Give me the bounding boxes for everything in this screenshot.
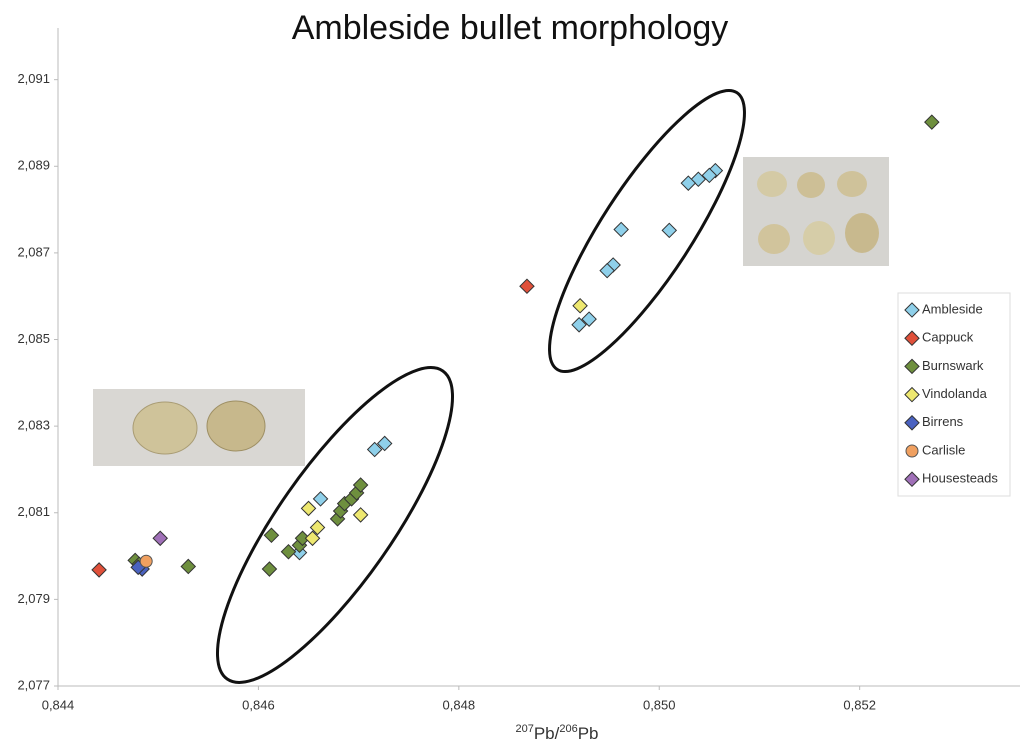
point <box>680 175 697 191</box>
legend-label: Birrens <box>922 414 964 429</box>
cluster-outline <box>215 366 455 684</box>
y-tick-label: 2,087 <box>17 244 50 259</box>
legend-label: Ambleside <box>922 301 983 316</box>
y-tick-label: 2,085 <box>17 331 50 346</box>
legend-marker <box>904 330 920 346</box>
legend-label: Burnswark <box>922 358 984 373</box>
y-tick-label: 2,083 <box>17 418 50 433</box>
point <box>581 311 597 327</box>
point <box>261 561 278 577</box>
legend-label: Housesteads <box>922 471 998 486</box>
x-label-part: Pb <box>578 724 599 743</box>
y-tick-label: 2,079 <box>17 591 50 606</box>
legend-label: Carlisle <box>922 442 965 457</box>
point <box>309 519 326 536</box>
point <box>571 317 587 333</box>
point <box>152 530 168 547</box>
photo <box>743 157 889 266</box>
point <box>572 297 588 314</box>
x-label-part: 206 <box>559 723 577 735</box>
chart-title: Ambleside bullet morphology <box>292 9 729 47</box>
point <box>924 114 940 130</box>
point <box>294 530 311 547</box>
y-tick-label: 2,077 <box>17 677 50 692</box>
point <box>304 530 321 547</box>
legend-marker <box>904 358 920 375</box>
point <box>701 167 718 184</box>
y-tick-label: 2,091 <box>17 71 50 86</box>
legend-marker <box>904 302 920 318</box>
point <box>519 278 535 295</box>
x-tick-label: 0,844 <box>42 697 75 712</box>
point <box>91 562 107 578</box>
point <box>661 222 678 239</box>
point <box>263 527 280 544</box>
point <box>366 441 383 458</box>
x-label-part: 207 <box>515 723 533 735</box>
x-label-part: Pb/ <box>534 724 560 743</box>
legend-marker <box>904 386 920 403</box>
point <box>599 262 615 279</box>
point <box>376 435 393 452</box>
point <box>352 477 369 493</box>
x-tick-label: 0,846 <box>242 697 275 712</box>
cluster-outline <box>548 88 746 374</box>
legend-marker <box>904 471 920 487</box>
legend-label: Cappuck <box>922 330 974 345</box>
x-tick-label: 0,850 <box>643 697 676 712</box>
legend-label: Vindolanda <box>922 386 988 401</box>
x-axis-label: 207Pb/206Pb <box>515 723 598 744</box>
point <box>280 543 297 560</box>
point <box>312 491 329 507</box>
x-tick-label: 0,852 <box>843 697 876 712</box>
legend-marker <box>905 444 919 458</box>
photo <box>93 389 305 466</box>
legend-marker <box>904 415 920 431</box>
y-tick-label: 2,089 <box>17 158 50 173</box>
y-tick-label: 2,081 <box>17 504 50 519</box>
x-tick-label: 0,848 <box>443 697 476 712</box>
point <box>139 554 153 568</box>
point <box>613 221 629 238</box>
point <box>300 500 317 517</box>
point <box>352 507 369 523</box>
point <box>180 558 197 575</box>
